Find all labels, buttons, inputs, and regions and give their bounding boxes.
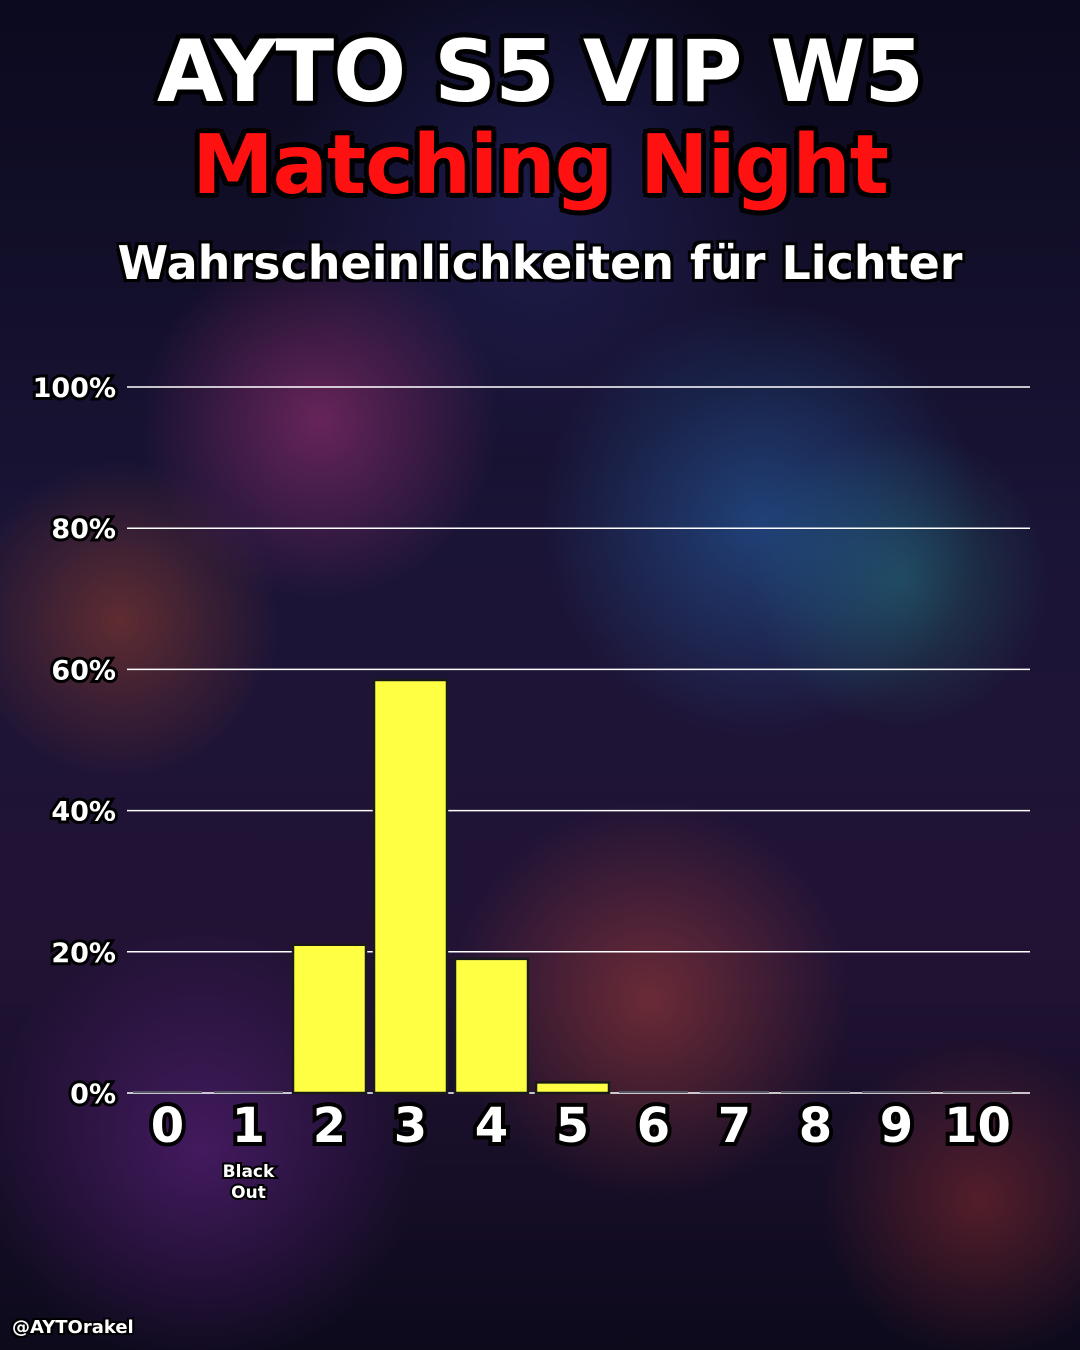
chart-title: AYTO S5 VIP W5 bbox=[156, 22, 924, 122]
bar bbox=[534, 1081, 611, 1095]
x-tick-label: 0 bbox=[151, 1098, 184, 1154]
bar bbox=[291, 943, 368, 1095]
y-tick-label: 60% bbox=[51, 655, 116, 686]
x-tick-label: 4 bbox=[475, 1098, 508, 1154]
x-tick-label: 10 bbox=[944, 1098, 1011, 1154]
bar bbox=[453, 957, 530, 1095]
x-tick-label: 8 bbox=[799, 1098, 832, 1154]
x-tick-label: 3 bbox=[394, 1098, 427, 1154]
y-tick-label: 40% bbox=[51, 797, 116, 828]
category-note: Black bbox=[223, 1162, 275, 1182]
watermark: @AYTOrakel bbox=[12, 1317, 134, 1338]
category-note: Out bbox=[231, 1183, 266, 1203]
x-tick-label: 1 bbox=[232, 1098, 265, 1154]
x-tick-label: 2 bbox=[313, 1098, 346, 1154]
y-tick-label: 80% bbox=[51, 514, 116, 545]
y-tick-label: 100% bbox=[33, 373, 116, 404]
y-tick-label: 0% bbox=[70, 1079, 116, 1110]
chart-subtitle: Wahrscheinlichkeiten für Lichter bbox=[117, 236, 963, 290]
x-tick-label: 5 bbox=[556, 1098, 589, 1154]
bar bbox=[372, 678, 449, 1095]
chart-title-accent: Matching Night bbox=[192, 118, 889, 213]
x-tick-label: 9 bbox=[880, 1098, 913, 1154]
x-tick-label: 7 bbox=[718, 1098, 751, 1154]
y-tick-label: 20% bbox=[51, 938, 116, 969]
x-tick-label: 6 bbox=[637, 1098, 670, 1154]
